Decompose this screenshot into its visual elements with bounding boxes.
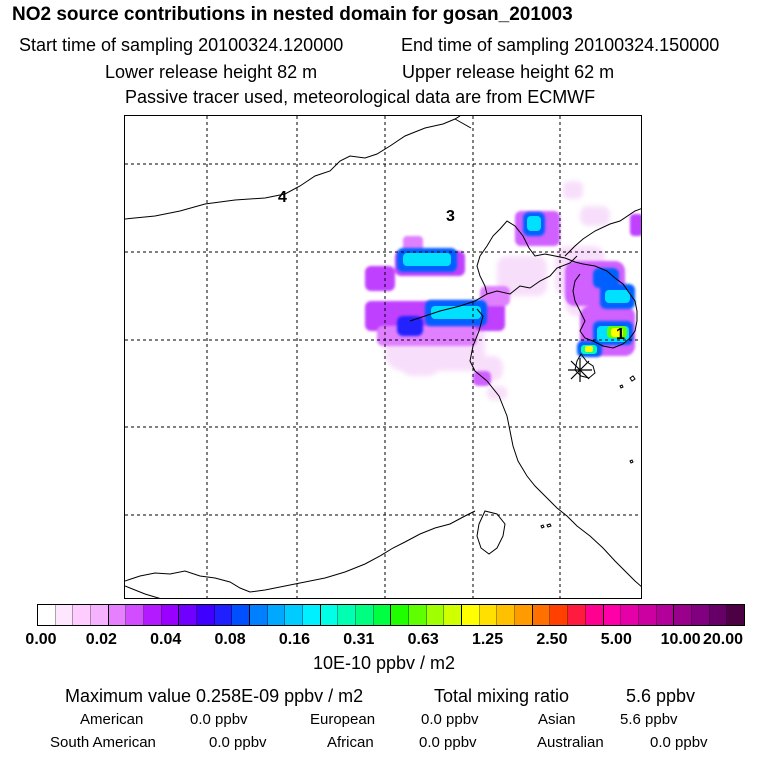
colorbar-swatch [621,605,639,625]
region-value-asian: 5.6 ppbv [620,711,678,728]
colorbar-swatch [356,605,374,625]
start-time-label: Start time of sampling 20100324.120000 [19,35,344,55]
region-name-asian: Asian [538,711,576,728]
colorbar-swatch [426,605,445,625]
region-name-south-american: South American [50,734,156,751]
upper-release-height-label: Upper release height 62 m [402,62,615,82]
colorbar-tick-label: 1.25 [471,631,504,648]
region-value-african: 0.0 ppbv [419,734,477,751]
colorbar-swatch [585,605,604,625]
colorbar-swatch [338,605,357,625]
colorbar-swatch [38,605,56,625]
colorbar-tick-label: 0.16 [278,631,311,648]
region-label-4: 4 [278,189,287,206]
colorbar-swatch [197,605,215,625]
colorbar-swatch [709,605,728,625]
asterisk-icon [568,358,592,382]
colorbar-tick-label: 2.50 [536,631,568,648]
colorbar-swatch [727,605,744,625]
colorbar-swatch [73,605,92,625]
colorbar-swatch [479,605,498,625]
region-label-3: 3 [446,208,455,225]
total-mixing-ratio-label: Total mixing ratio [434,686,570,706]
colorbar-swatch [691,605,710,625]
colorbar-swatch [144,605,162,625]
region-value-australian: 0.0 ppbv [650,734,708,751]
coastlines [125,116,641,598]
colorbar-swatch [497,605,516,625]
colorbar-swatch [285,605,304,625]
figure-title: NO2 source contributions in nested domai… [12,4,573,25]
end-time-label: End time of sampling 20100324.150000 [401,35,720,55]
region-name-european: European [310,711,376,728]
colorbar-swatch [656,605,675,625]
region-name-australian: Australian [537,734,604,751]
colorbar-swatch [320,605,339,625]
maximum-value-label: Maximum value 0.258E-09 ppbv / m2 [65,686,364,706]
region-value-european: 0.0 ppbv [421,711,479,728]
region-label-1: 1 [616,326,625,343]
map-panel: 4 3 1 [124,115,642,599]
grid-lines [125,116,641,598]
colorbar-units: 10E-10 ppbv / m2 [312,653,456,673]
colorbar-swatch [638,605,657,625]
colorbar-tick-label: 10.00 [660,631,701,648]
plume-hotspot [585,326,627,352]
colorbar-swatch [674,605,692,625]
colorbar-swatch [179,605,198,625]
colorbar-tick-label: 0.31 [343,631,375,648]
colorbar-swatch [515,605,533,625]
colorbar-swatch [391,605,410,625]
colorbar-swatch [250,605,268,625]
colorbar-swatch [267,605,286,625]
colorbar-tick-label: 5.00 [600,631,632,648]
colorbar-swatch [108,605,127,625]
colorbar-swatch [161,605,180,625]
colorbar-swatch [232,605,251,625]
colorbar-swatch [55,605,74,625]
region-name-american: American [80,711,144,728]
colorbar-tick-label: 0.63 [407,631,439,648]
colorbar-tick-label: 0.02 [85,631,117,648]
colorbar-swatch [126,605,145,625]
colorbar-swatch [603,605,622,625]
colorbar-swatch [550,605,569,625]
region-value-american: 0.0 ppbv [190,711,248,728]
region-name-african: African [327,734,374,751]
colorbar [37,604,745,626]
map-canvas: 4 3 1 [125,116,641,598]
colorbar-swatch [409,605,427,625]
colorbar-tick-label: 0.08 [214,631,246,648]
colorbar-tick-label: 0.00 [25,631,57,648]
region-value-south-american: 0.0 ppbv [209,734,267,751]
colorbar-swatch [214,605,233,625]
colorbar-tick-label: 20.00 [702,631,744,648]
colorbar-swatch [568,605,586,625]
colorbar-swatch [444,605,463,625]
colorbar-swatch [373,605,392,625]
colorbar-swatch [303,605,321,625]
colorbar-swatch [462,605,480,625]
total-mixing-ratio-value: 5.6 ppbv [626,686,696,706]
tracer-note: Passive tracer used, meteorological data… [125,87,596,107]
lower-release-height-label: Lower release height 82 m [105,62,318,82]
colorbar-swatch [91,605,109,625]
colorbar-tick-label: 0.04 [150,631,182,648]
colorbar-swatch [532,605,551,625]
